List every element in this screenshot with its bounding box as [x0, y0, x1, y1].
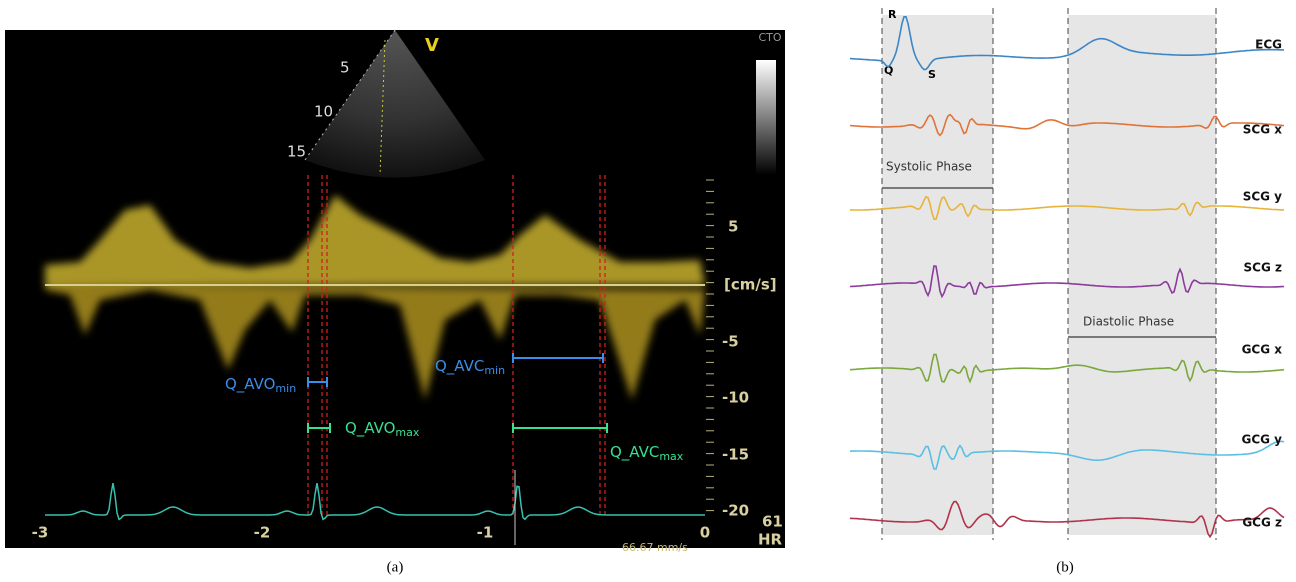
velocity-tick: -20	[722, 502, 749, 520]
depth-tick: 15	[287, 143, 306, 161]
time-tick: -3	[32, 524, 49, 542]
signal-label: ECG	[1255, 38, 1282, 52]
signal-trace	[849, 353, 1285, 384]
interval-label: Q_AVCmin	[435, 357, 505, 378]
caption: (b)	[1056, 559, 1074, 575]
depth-tick: 5	[340, 59, 350, 77]
heart-rate-label: HR	[758, 531, 783, 549]
signal-trace	[849, 500, 1285, 539]
velocity-tick: -10	[722, 389, 749, 407]
signal-label: SCG y	[1243, 190, 1282, 204]
phase-label: Diastolic Phase	[1083, 315, 1174, 329]
interval-label: Q_AVCmax	[610, 443, 684, 464]
min-intervals	[307, 353, 604, 387]
time-tick: -2	[254, 524, 271, 542]
interval-label: Q_AVOmax	[345, 419, 420, 440]
heart-rate: 61	[762, 513, 783, 531]
velocity-tick: 5	[728, 218, 738, 236]
signal-trace	[849, 113, 1285, 137]
doppler-signal	[45, 195, 705, 400]
interval-label: Q_AVOmin	[225, 375, 296, 396]
velocity-tick: -5	[722, 333, 739, 351]
time-tick: 0	[700, 524, 710, 542]
signal-trace	[849, 265, 1285, 299]
signal-label: GCG z	[1242, 516, 1282, 530]
doppler-upper	[45, 195, 705, 285]
ecg-point: S	[928, 68, 936, 81]
depth-scale	[304, 29, 396, 161]
signal-label: SCG x	[1243, 123, 1282, 137]
cto-label: CTO	[758, 31, 781, 44]
echo-fan	[305, 30, 485, 178]
signal-label: GCG x	[1242, 343, 1283, 357]
velocity-scale	[706, 179, 714, 512]
depth-tick: 10	[314, 103, 333, 121]
ecg-trace	[45, 482, 705, 521]
event-lines	[307, 175, 606, 515]
max-intervals	[307, 423, 608, 433]
ecg-point: Q	[884, 64, 893, 77]
gray-bar	[756, 60, 776, 175]
signal-trace	[849, 440, 1285, 470]
signal-label: GCG y	[1241, 433, 1282, 447]
signal-trace	[849, 15, 1285, 71]
time-tick: -1	[477, 524, 494, 542]
velocity-tick: -15	[722, 446, 749, 464]
ecg-point: R	[888, 8, 897, 21]
phase-label: Systolic Phase	[886, 160, 972, 174]
velocity-unit: [cm/s]	[724, 276, 777, 294]
caption: (a)	[387, 559, 404, 575]
view-label: V	[425, 35, 439, 56]
diastolic-region	[1068, 15, 1216, 535]
sweep-speed: 66.67 mm/s	[622, 541, 688, 554]
doppler-lower	[45, 285, 705, 400]
signal-trace	[850, 195, 1284, 221]
signal-label: SCG z	[1244, 261, 1282, 275]
